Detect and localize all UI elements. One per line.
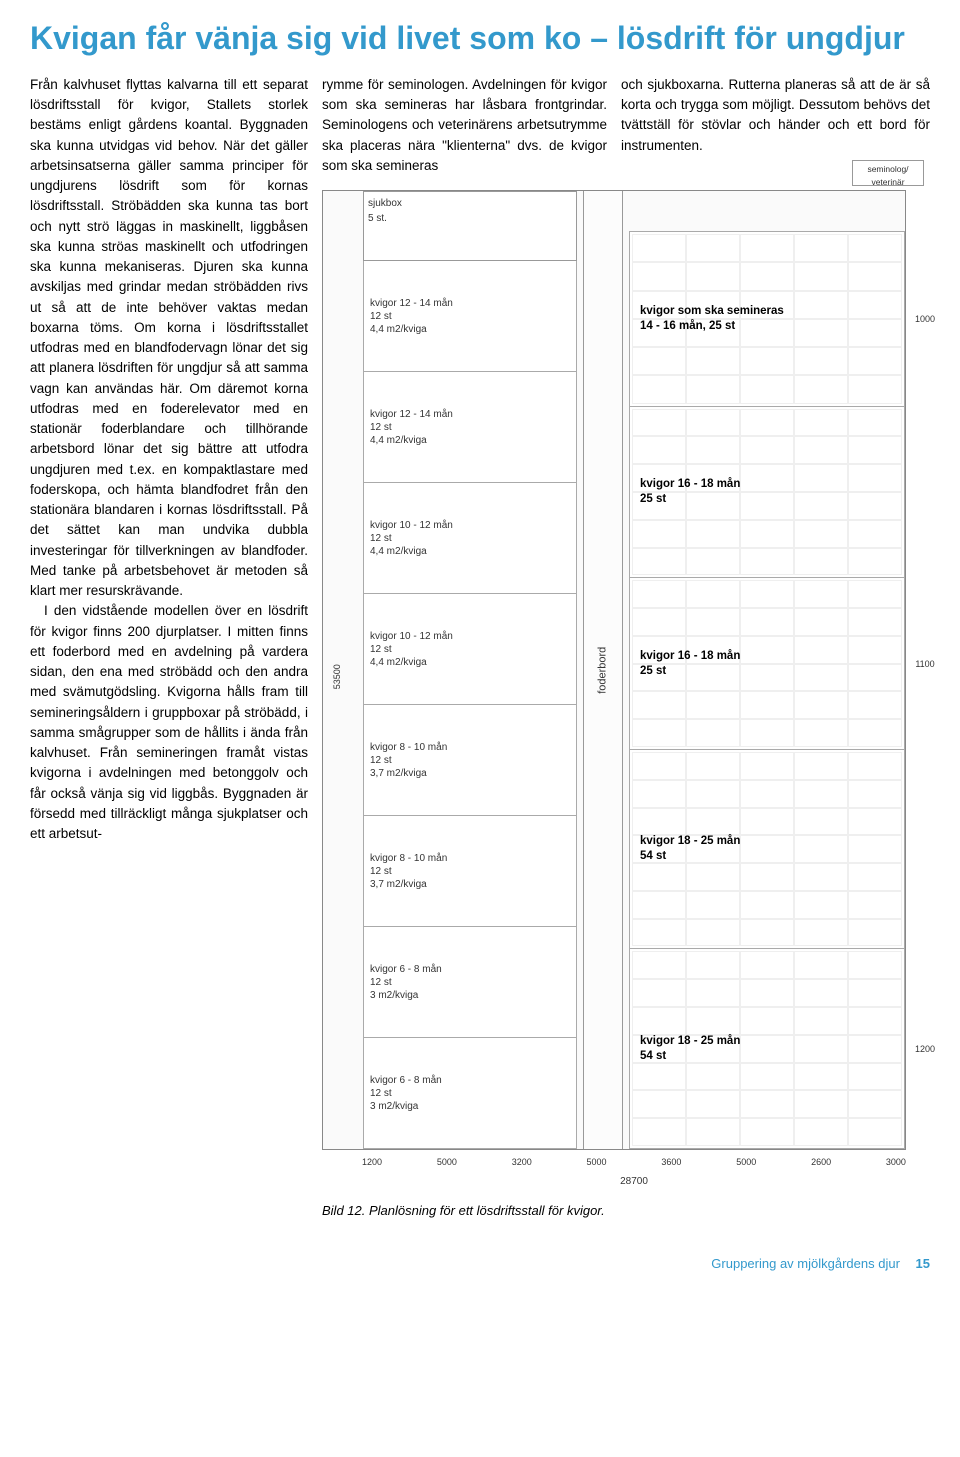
- col2-p1: rymme för seminologen. Avdelningen för k…: [322, 75, 607, 176]
- right-dim: 1200: [911, 1043, 939, 1057]
- bottom-dim: 5000: [736, 1156, 756, 1170]
- right-dim: 1100: [911, 658, 939, 672]
- text-columns: Från kalvhuset flyttas kalvarna till ett…: [30, 75, 930, 1220]
- seminolog-box: seminolog/ veterinär: [852, 160, 924, 186]
- right-pen: kvigor 16 - 18 mån 25 st: [629, 578, 905, 750]
- bottom-dim: 5000: [437, 1156, 457, 1170]
- bottom-dim: 2600: [811, 1156, 831, 1170]
- bottom-dim: 3600: [661, 1156, 681, 1170]
- bottom-dim: 3000: [886, 1156, 906, 1170]
- right-pen: kvigor som ska semineras 14 - 16 mån, 25…: [629, 231, 905, 407]
- left-pen: kvigor 12 - 14 mån12 st4,4 m2/kviga: [363, 261, 577, 372]
- right-pen: kvigor 16 - 18 mån 25 st: [629, 407, 905, 579]
- floor-plan-figure: 53500 sjukbox 5 st. kvigor 12 - 14 mån12…: [322, 190, 906, 1150]
- footer-page-number: 15: [916, 1256, 930, 1271]
- page-footer: Gruppering av mjölkgårdens djur 15: [30, 1256, 930, 1271]
- bottom-total-dim: 28700: [362, 1174, 906, 1189]
- col3-p1: och sjukboxarna. Rutterna planeras så at…: [621, 75, 930, 156]
- right-pen: kvigor 18 - 25 mån 54 st: [629, 750, 905, 950]
- page-title: Kvigan får vänja sig vid livet som ko – …: [30, 20, 930, 57]
- left-pen: kvigor 8 - 10 mån12 st3,7 m2/kviga: [363, 816, 577, 927]
- sjukbox: sjukbox 5 st.: [363, 191, 577, 261]
- foderbord-lane: foderbord: [583, 191, 623, 1149]
- left-pen: kvigor 8 - 10 mån12 st3,7 m2/kviga: [363, 705, 577, 816]
- foderbord-label: foderbord: [595, 647, 612, 694]
- right-pen-stack: kvigor som ska semineras 14 - 16 mån, 25…: [629, 231, 905, 1149]
- footer-chapter: Gruppering av mjölkgårdens djur: [711, 1256, 900, 1271]
- left-pen: kvigor 12 - 14 mån12 st4,4 m2/kviga: [363, 372, 577, 483]
- right-pen: kvigor 18 - 25 mån 54 st: [629, 949, 905, 1149]
- dim-overall-height: 53500: [331, 664, 345, 689]
- bottom-dim: 5000: [587, 1156, 607, 1170]
- figure-caption: Bild 12. Planlösning för ett lösdriftsst…: [322, 1201, 930, 1221]
- left-pen: kvigor 10 - 12 mån12 st4,4 m2/kviga: [363, 594, 577, 705]
- col1-p2: I den vidstående modellen över en lösdri…: [30, 601, 308, 844]
- bottom-dims: 1200 5000 3200 5000 3600 5000 2600 3000: [362, 1156, 906, 1170]
- col1-p1: Från kalvhuset flyttas kalvarna till ett…: [30, 75, 308, 602]
- right-dim: 1000: [911, 313, 939, 327]
- column-2: rymme för seminologen. Avdelningen för k…: [322, 75, 607, 176]
- left-pen: kvigor 10 - 12 mån12 st4,4 m2/kviga: [363, 483, 577, 594]
- bottom-dim: 3200: [512, 1156, 532, 1170]
- bottom-dim: 1200: [362, 1156, 382, 1170]
- column-1: Från kalvhuset flyttas kalvarna till ett…: [30, 75, 308, 1220]
- left-pen: kvigor 6 - 8 mån12 st3 m2/kviga: [363, 1038, 577, 1149]
- left-pen: kvigor 6 - 8 mån12 st3 m2/kviga: [363, 927, 577, 1038]
- figure-wrap: seminolog/ veterinär 53500 sjukbox 5 st.…: [322, 190, 930, 1220]
- left-pen-stack: sjukbox 5 st. kvigor 12 - 14 mån12 st4,4…: [363, 191, 577, 1149]
